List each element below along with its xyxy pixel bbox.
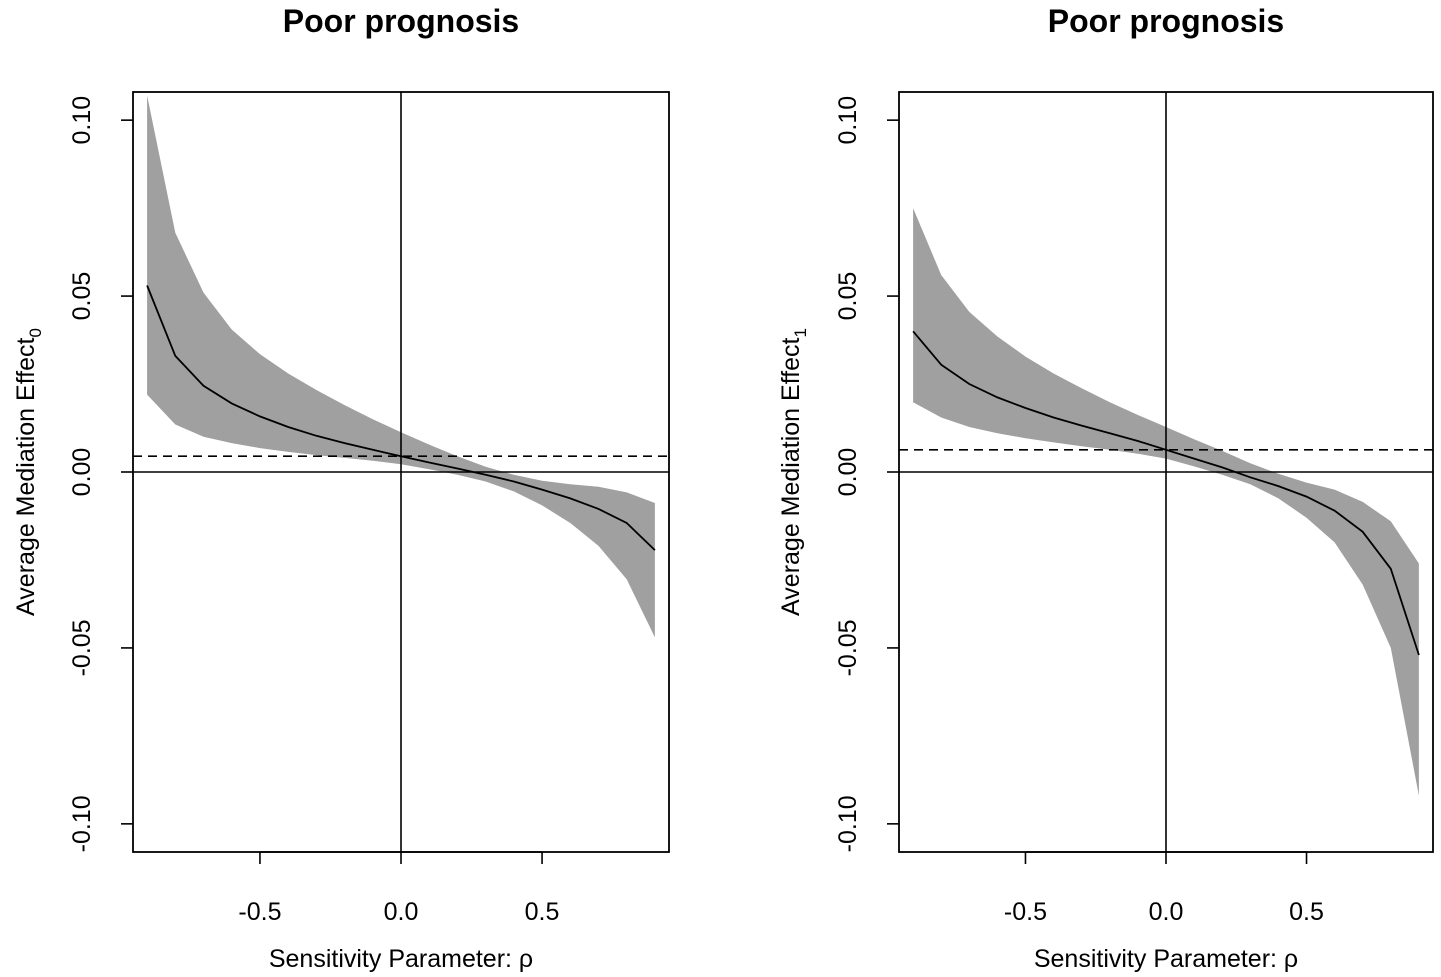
plot-area: -0.5 0.0 0.5 -0.10 -0.05 0.00 0.05 0.10 bbox=[834, 91, 1434, 926]
y-tick-label: 0.10 bbox=[68, 96, 96, 145]
x-tick-label: 0.0 bbox=[1149, 898, 1184, 926]
y-tick-label: 0.05 bbox=[68, 272, 96, 321]
y-tick-label: -0.05 bbox=[68, 619, 96, 676]
x-tick-label: -0.5 bbox=[1004, 898, 1047, 926]
x-axis-label: Sensitivity Parameter: ρ bbox=[1034, 945, 1298, 973]
estimate-line bbox=[146, 285, 656, 551]
y-axis-label-subscript: 1 bbox=[791, 328, 810, 337]
y-axis-label: Average Mediation Effect1 bbox=[777, 328, 810, 616]
x-tick-label: -0.5 bbox=[238, 898, 281, 926]
chart-title: Poor prognosis bbox=[283, 3, 519, 39]
chart-title: Poor prognosis bbox=[1048, 3, 1284, 39]
estimate-line bbox=[912, 330, 1420, 656]
x-tick-label: 0.0 bbox=[384, 898, 419, 926]
y-axis-label-main: Average Mediation Effect bbox=[12, 337, 40, 615]
y-tick-label: 0.00 bbox=[834, 448, 862, 497]
x-axis-label: Sensitivity Parameter: ρ bbox=[269, 945, 533, 973]
x-tick-label: 0.5 bbox=[1289, 898, 1324, 926]
y-tick-label: -0.10 bbox=[834, 795, 862, 852]
y-tick-label: 0.05 bbox=[834, 272, 862, 321]
y-tick-label: -0.10 bbox=[68, 795, 96, 852]
y-tick-label: 0.10 bbox=[834, 96, 862, 145]
y-axis-label-main: Average Mediation Effect bbox=[777, 337, 805, 615]
y-tick-label: 0.00 bbox=[68, 448, 96, 497]
chart-panel-left: Poor prognosis Sensitivity Parameter: ρ … bbox=[12, 3, 670, 973]
x-tick-label: 0.5 bbox=[525, 898, 560, 926]
plot-area: -0.5 0.0 0.5 -0.10 -0.05 0.00 0.05 0.10 bbox=[68, 91, 670, 926]
confidence-band bbox=[147, 95, 655, 638]
y-axis-label-subscript: 0 bbox=[26, 328, 45, 337]
chart-panel-right: Poor prognosis Sensitivity Parameter: ρ … bbox=[777, 3, 1434, 973]
y-axis-label: Average Mediation Effect0 bbox=[12, 328, 45, 616]
y-tick-label: -0.05 bbox=[834, 619, 862, 676]
